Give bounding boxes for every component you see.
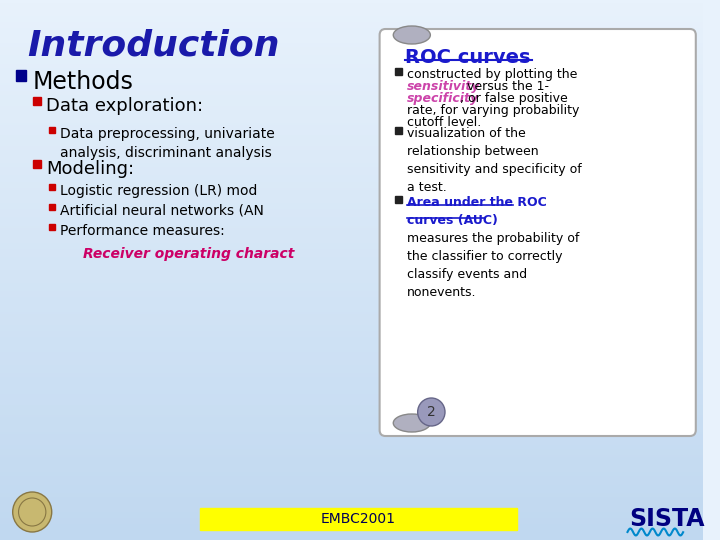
Text: Artificial neural networks (AN: Artificial neural networks (AN (60, 204, 264, 218)
Text: rate, for varying probability: rate, for varying probability (407, 104, 580, 117)
Circle shape (13, 492, 52, 532)
Text: SISTA: SISTA (629, 507, 705, 531)
Bar (16, 70, 27, 81)
Bar (395, 196, 402, 203)
Text: Data exploration:: Data exploration: (46, 97, 203, 115)
Text: Modeling:: Modeling: (46, 160, 134, 178)
Text: Methods: Methods (32, 70, 133, 94)
Bar (200, 508, 517, 530)
FancyBboxPatch shape (379, 29, 696, 436)
Text: visualization of the
relationship between
sensitivity and specificity of
a test.: visualization of the relationship betwee… (407, 127, 582, 194)
Text: 2: 2 (427, 405, 436, 419)
Text: EMBC2001: EMBC2001 (320, 512, 396, 526)
Text: Area under the ROC
curves (AUC): Area under the ROC curves (AUC) (407, 196, 546, 227)
Text: specificity: specificity (407, 92, 479, 105)
Text: Performance measures:: Performance measures: (60, 224, 224, 238)
Text: ROC curves: ROC curves (405, 48, 531, 67)
Text: Data preprocessing, univariate
analysis, discriminant analysis: Data preprocessing, univariate analysis,… (60, 127, 274, 160)
Text: constructed by plotting the: constructed by plotting the (407, 68, 577, 81)
Bar (395, 68, 402, 75)
Bar (49, 204, 55, 210)
Ellipse shape (393, 26, 431, 44)
Bar (49, 127, 55, 133)
Text: Introduction: Introduction (27, 28, 280, 62)
Text: , or false positive: , or false positive (459, 92, 567, 105)
Bar (33, 160, 41, 168)
Text: versus the 1-: versus the 1- (462, 80, 549, 93)
Circle shape (418, 398, 445, 426)
Text: cutoff level.: cutoff level. (407, 116, 481, 129)
Bar (33, 97, 41, 105)
Bar (49, 224, 55, 230)
Ellipse shape (393, 414, 431, 432)
Text: sensitivity: sensitivity (407, 80, 480, 93)
Bar (49, 184, 55, 190)
Text: measures the probability of
the classifier to correctly
classify events and
none: measures the probability of the classifi… (407, 232, 580, 299)
Text: Logistic regression (LR) mod: Logistic regression (LR) mod (60, 184, 257, 198)
Bar (395, 127, 402, 134)
Text: Receiver operating charact: Receiver operating charact (83, 247, 294, 261)
